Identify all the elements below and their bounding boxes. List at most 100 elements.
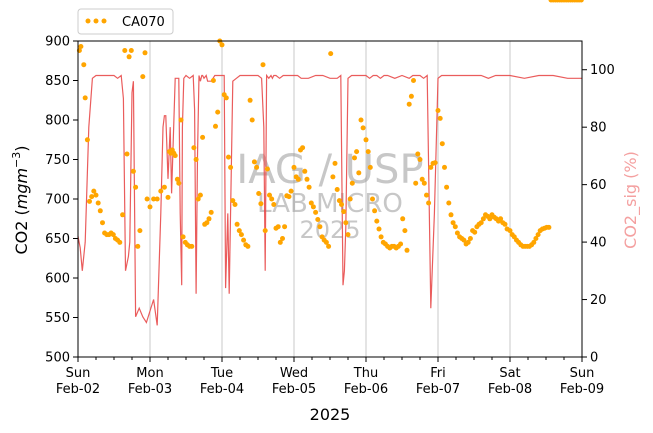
ca070-point <box>498 216 504 222</box>
co2-sig-series <box>77 73 582 326</box>
ca070-point <box>230 198 236 204</box>
ca070-point <box>135 243 141 249</box>
ca070-point <box>288 188 294 194</box>
ca070-point <box>444 184 450 190</box>
ca070-point <box>264 166 270 172</box>
ca070-point <box>128 48 134 53</box>
co2-sig-line <box>77 73 582 326</box>
ca070-point <box>195 196 201 202</box>
ca070-point <box>454 230 460 236</box>
ca070-point <box>365 149 371 155</box>
ca070-point <box>435 108 441 113</box>
y-axis-left-label: CO2 (mgm−3) <box>10 145 31 254</box>
ca070-point <box>219 42 225 48</box>
ca070-point <box>236 228 242 234</box>
x-tick-label: Feb-09 <box>560 382 604 397</box>
ca070-point <box>254 164 260 170</box>
x-tick-label: Sun <box>570 366 595 381</box>
ca070-point <box>398 241 404 247</box>
ca070-point <box>323 239 329 245</box>
ca070-point <box>97 208 103 214</box>
ca070-point <box>334 187 340 192</box>
ca070-point <box>326 243 332 249</box>
ca070-point <box>176 180 182 186</box>
ca070-point <box>180 234 186 240</box>
ca070-point <box>578 0 584 3</box>
ca070-point <box>172 153 178 159</box>
y-left-tick-label: 500 <box>45 351 70 366</box>
y-left-tick-label: 750 <box>45 153 70 168</box>
y-left-tick-label: 600 <box>45 272 70 287</box>
ca070-point <box>117 239 123 245</box>
y-left-tick-label: 850 <box>45 74 70 89</box>
ca070-point <box>302 168 308 174</box>
ca070-point <box>349 180 355 186</box>
ca070-point <box>189 243 195 249</box>
ca070-point <box>411 78 416 83</box>
y-right-tick-label: 100 <box>590 63 615 78</box>
ca070-point <box>360 125 366 131</box>
ca070-point <box>402 228 408 234</box>
ca070-point <box>137 228 143 234</box>
ca070-point <box>200 134 206 140</box>
ca070-point <box>419 176 425 182</box>
ca070-point <box>347 196 353 202</box>
ca070-point <box>267 192 272 198</box>
x-tick-label: Feb-03 <box>128 382 172 397</box>
ca070-point <box>249 117 255 123</box>
y-right-tick-label: 60 <box>590 178 607 193</box>
x-tick-label: Thu <box>353 366 378 381</box>
ca070-point <box>277 239 283 245</box>
y-axis-left: 500 550 600 650 700 750 800 850 900 <box>45 35 78 366</box>
ca070-point <box>142 50 148 56</box>
legend-box <box>77 8 174 35</box>
ca070-point <box>428 164 434 170</box>
ca070-point <box>310 204 316 210</box>
ca070-point <box>271 202 277 207</box>
ca070-point <box>154 196 160 202</box>
ca070-point <box>204 220 210 226</box>
ca070-point <box>304 176 310 182</box>
ca070-point <box>452 224 458 230</box>
ca070-point <box>126 54 132 60</box>
ca070-point <box>84 137 90 143</box>
ca070-point <box>124 151 130 157</box>
ca070-point <box>372 208 378 214</box>
ca070-point <box>356 170 362 176</box>
y-left-tick-label: 900 <box>45 35 70 50</box>
ca070-point <box>82 95 88 101</box>
ca070-point <box>450 220 456 226</box>
ca070-point <box>87 198 92 204</box>
ca070-point <box>502 221 508 227</box>
ca070-point <box>437 115 443 121</box>
ca070-point <box>507 228 513 234</box>
ca070-point <box>424 192 429 198</box>
ca070-point <box>91 188 97 194</box>
ca070-point <box>446 200 452 206</box>
legend: CA070 <box>77 8 174 35</box>
ca070-point <box>232 202 238 207</box>
ca070-point <box>367 164 373 170</box>
ca070-point <box>93 192 99 198</box>
ca070-point <box>245 243 251 249</box>
ca070-point <box>161 184 167 190</box>
ca070-point <box>480 216 486 222</box>
ca070-point <box>330 174 336 180</box>
ca070-point <box>140 74 146 80</box>
ca070-point <box>178 117 184 123</box>
watermark-line-2: LAB MICRO <box>257 189 403 219</box>
ca070-point <box>206 216 212 222</box>
ca070-point <box>432 160 438 166</box>
ca070-point <box>197 192 203 198</box>
ca070-point <box>328 51 334 57</box>
ca070-point <box>354 149 360 155</box>
ca070-point <box>256 191 262 196</box>
ca070-point <box>300 145 306 151</box>
ca070-point <box>228 164 234 170</box>
y-left-tick-label: 700 <box>45 193 70 208</box>
ca070-point <box>158 188 164 194</box>
ca070-point <box>376 226 382 232</box>
ca070-point <box>313 209 319 215</box>
ca070-point <box>208 209 214 215</box>
ca070-point <box>120 212 126 218</box>
